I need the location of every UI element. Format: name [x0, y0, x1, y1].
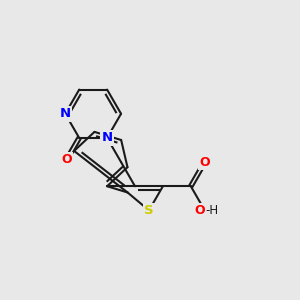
Text: O: O	[61, 153, 72, 166]
Text: N: N	[60, 107, 71, 120]
Text: N: N	[101, 131, 113, 144]
Text: S: S	[144, 204, 154, 217]
Text: O: O	[200, 156, 210, 169]
Text: O: O	[194, 204, 205, 217]
Text: -H: -H	[205, 204, 218, 217]
